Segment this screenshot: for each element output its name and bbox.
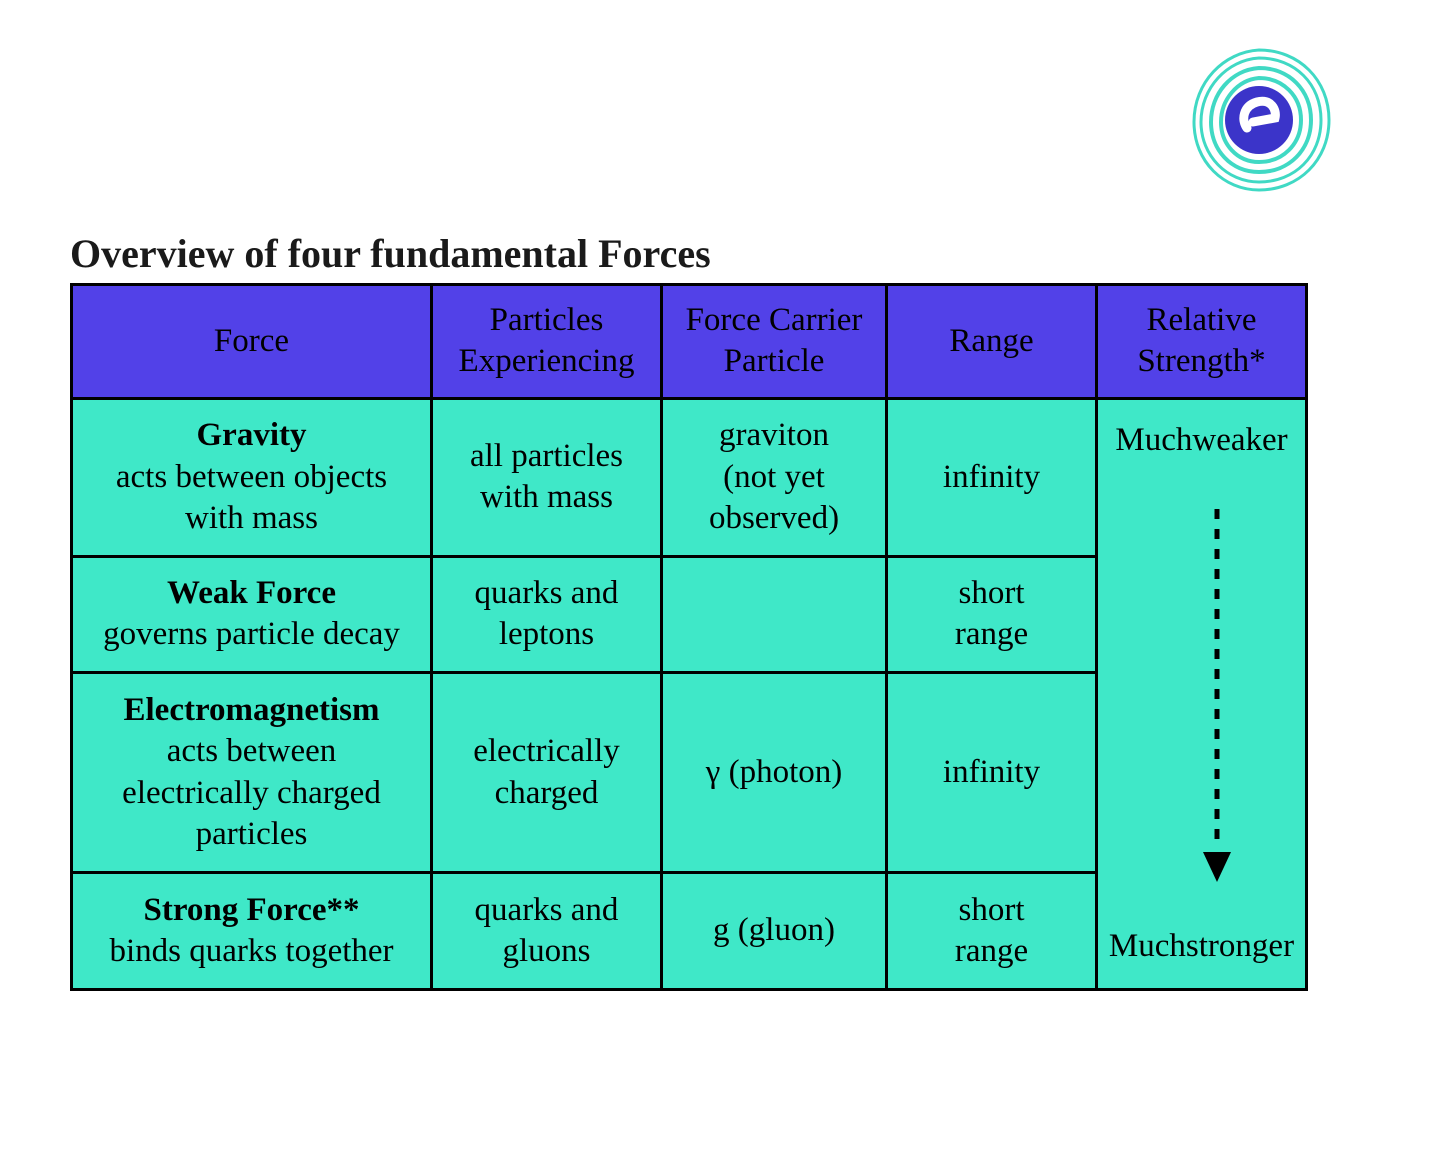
cell-carrier: γ (photon) — [662, 672, 887, 872]
col-header-strength: RelativeStrength* — [1097, 285, 1307, 399]
cell-force: Weak Forcegoverns particle decay — [72, 556, 432, 672]
forces-table: Force Particles Experiencing Force Carri… — [70, 283, 1308, 991]
cell-range: infinity — [887, 672, 1097, 872]
table-row: Gravityacts between objectswith massall … — [72, 398, 1307, 556]
cell-force: Electromagnetismacts betweenelectrically… — [72, 672, 432, 872]
logo-swirl-icon — [1179, 40, 1339, 200]
cell-particles: all particleswith mass — [432, 398, 662, 556]
cell-range: infinity — [887, 398, 1097, 556]
table-header-row: Force Particles Experiencing Force Carri… — [72, 285, 1307, 399]
strength-bottom-label: Muchstronger — [1109, 926, 1294, 967]
cell-force: Strong Force**binds quarks together — [72, 873, 432, 989]
cell-particles: electricallycharged — [432, 672, 662, 872]
col-header-particles: Particles Experiencing — [432, 285, 662, 399]
cell-carrier: g (gluon) — [662, 873, 887, 989]
cell-force: Gravityacts between objectswith mass — [72, 398, 432, 556]
cell-particles: quarks andgluons — [432, 873, 662, 989]
page: Overview of four fundamental Forces Forc… — [0, 0, 1429, 1155]
cell-particles: quarks andleptons — [432, 556, 662, 672]
page-title: Overview of four fundamental Forces — [70, 230, 1359, 277]
col-header-carrier: Force CarrierParticle — [662, 285, 887, 399]
cell-range: shortrange — [887, 556, 1097, 672]
strength-arrow — [1167, 461, 1237, 927]
cell-carrier: graviton(not yetobserved) — [662, 398, 887, 556]
cell-range: shortrange — [887, 873, 1097, 989]
cell-carrier — [662, 556, 887, 672]
brand-logo — [1179, 40, 1339, 205]
down-arrow-icon — [1197, 504, 1237, 884]
col-header-range: Range — [887, 285, 1097, 399]
col-header-force: Force — [72, 285, 432, 399]
cell-strength: Muchweaker Muchstronger — [1097, 398, 1307, 989]
strength-top-label: Muchweaker — [1115, 420, 1287, 461]
